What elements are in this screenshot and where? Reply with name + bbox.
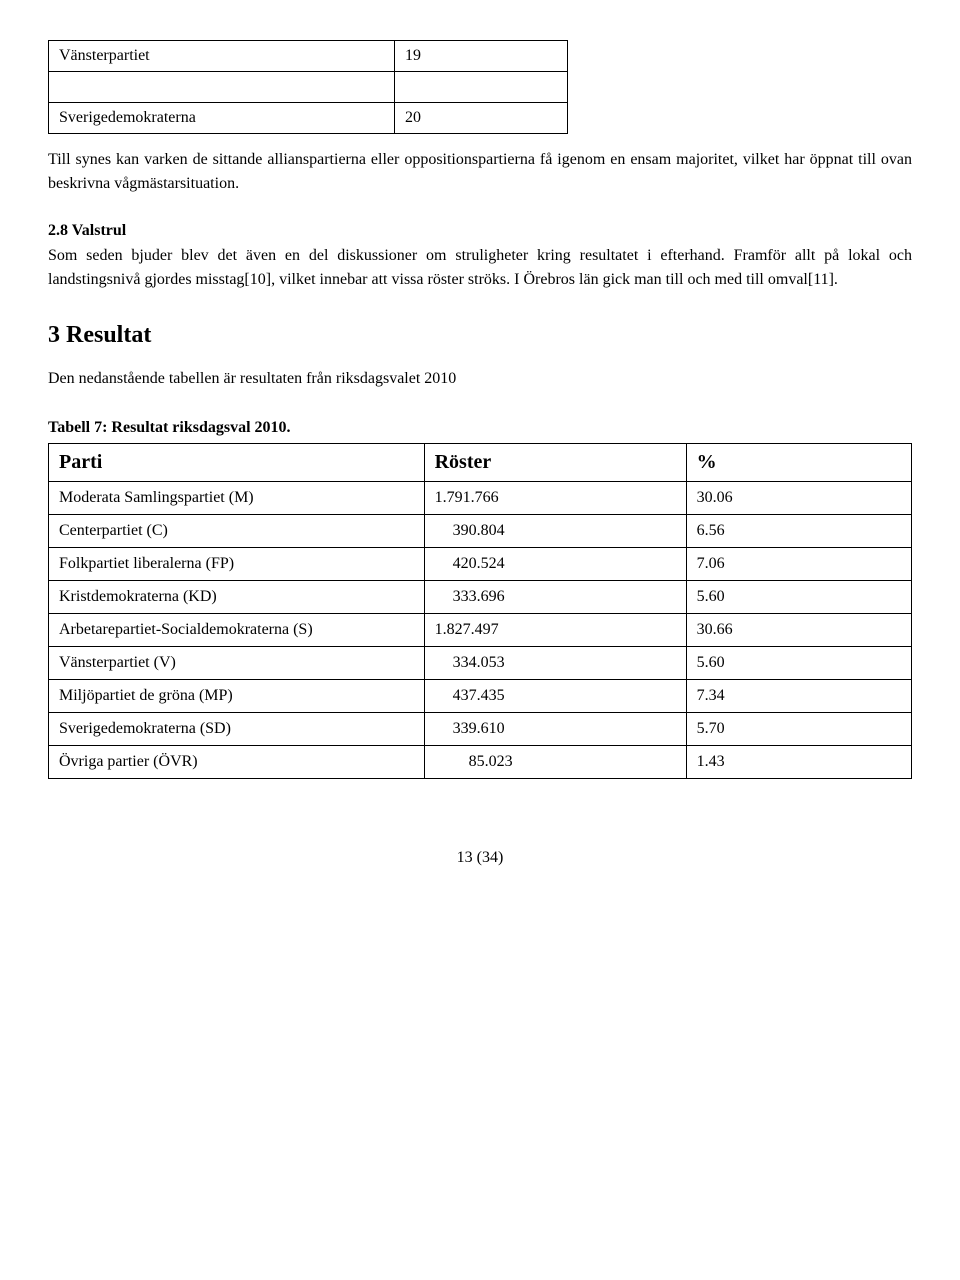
table-row: Kristdemokraterna (KD) 333.696 5.60 xyxy=(49,581,912,614)
party-cell: Sverigedemokraterna xyxy=(49,103,395,134)
votes-cell: 420.524 xyxy=(424,548,686,581)
party-cell: Moderata Samlingspartiet (M) xyxy=(49,482,425,515)
table-row: Sverigedemokraterna 20 xyxy=(49,103,568,134)
party-cell: Miljöpartiet de gröna (MP) xyxy=(49,680,425,713)
party-cell: Sverigedemokraterna (SD) xyxy=(49,713,425,746)
table-header-row: Parti Röster % xyxy=(49,444,912,482)
header-votes: Röster xyxy=(424,444,686,482)
table-caption: Tabell 7: Resultat riksdagsval 2010. xyxy=(48,419,912,437)
table-row: Vänsterpartiet (V) 334.053 5.60 xyxy=(49,647,912,680)
page-footer: 13 (34) xyxy=(48,849,912,867)
paragraph-intro: Till synes kan varken de sittande allian… xyxy=(48,148,912,196)
table-row: Sverigedemokraterna (SD) 339.610 5.70 xyxy=(49,713,912,746)
top-party-table: Vänsterpartiet 19 Sverigedemokraterna 20 xyxy=(48,40,568,134)
table-row: Centerpartiet (C) 390.804 6.56 xyxy=(49,515,912,548)
percent-cell: 30.06 xyxy=(686,482,911,515)
percent-cell: 5.60 xyxy=(686,581,911,614)
value-cell: 20 xyxy=(395,103,568,134)
percent-cell: 30.66 xyxy=(686,614,911,647)
percent-cell: 5.70 xyxy=(686,713,911,746)
party-cell: Övriga partier (ÖVR) xyxy=(49,746,425,779)
header-percent: % xyxy=(686,444,911,482)
table-row: Arbetarepartiet-Socialdemokraterna (S) 1… xyxy=(49,614,912,647)
votes-cell: 333.696 xyxy=(424,581,686,614)
percent-cell: 7.34 xyxy=(686,680,911,713)
paragraph-valstrul: Som seden bjuder blev det även en del di… xyxy=(48,244,912,292)
header-party: Parti xyxy=(49,444,425,482)
votes-cell: 339.610 xyxy=(424,713,686,746)
votes-cell: 1.791.766 xyxy=(424,482,686,515)
party-cell: Vänsterpartiet (V) xyxy=(49,647,425,680)
party-cell: Vänsterpartiet xyxy=(49,41,395,72)
table-row: Miljöpartiet de gröna (MP) 437.435 7.34 xyxy=(49,680,912,713)
votes-cell: 437.435 xyxy=(424,680,686,713)
value-cell: 19 xyxy=(395,41,568,72)
percent-cell: 1.43 xyxy=(686,746,911,779)
party-cell: Centerpartiet (C) xyxy=(49,515,425,548)
section-heading: 3 Resultat xyxy=(48,322,912,349)
table-row: Folkpartiet liberalerna (FP) 420.524 7.0… xyxy=(49,548,912,581)
party-cell: Folkpartiet liberalerna (FP) xyxy=(49,548,425,581)
votes-cell: 334.053 xyxy=(424,647,686,680)
party-cell: Kristdemokraterna (KD) xyxy=(49,581,425,614)
table-row xyxy=(49,72,568,103)
percent-cell: 7.06 xyxy=(686,548,911,581)
party-cell: Arbetarepartiet-Socialdemokraterna (S) xyxy=(49,614,425,647)
paragraph-result-intro: Den nedanstående tabellen är resultaten … xyxy=(48,367,912,391)
value-cell xyxy=(395,72,568,103)
party-cell xyxy=(49,72,395,103)
votes-cell: 1.827.497 xyxy=(424,614,686,647)
result-table: Parti Röster % Moderata Samlingspartiet … xyxy=(48,443,912,779)
subsection-heading: 2.8 Valstrul xyxy=(48,222,912,240)
table-row: Moderata Samlingspartiet (M) 1.791.766 3… xyxy=(49,482,912,515)
table-row: Övriga partier (ÖVR) 85.023 1.43 xyxy=(49,746,912,779)
table-row: Vänsterpartiet 19 xyxy=(49,41,568,72)
percent-cell: 6.56 xyxy=(686,515,911,548)
votes-cell: 85.023 xyxy=(424,746,686,779)
percent-cell: 5.60 xyxy=(686,647,911,680)
votes-cell: 390.804 xyxy=(424,515,686,548)
